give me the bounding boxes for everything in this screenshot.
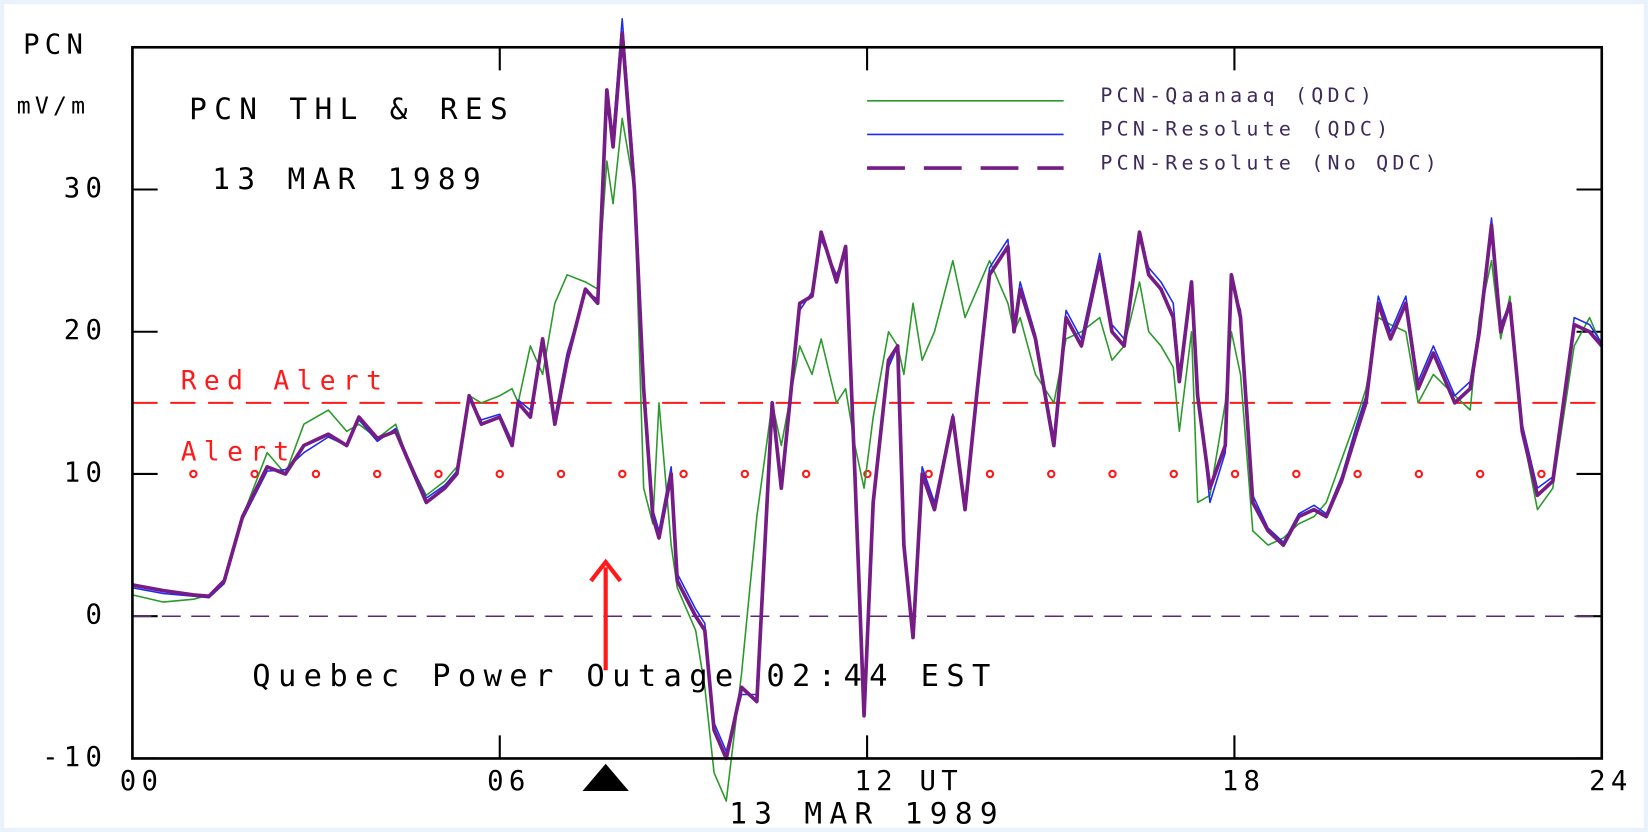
- reference-dot: [863, 469, 872, 479]
- reference-line: [189, 469, 1546, 479]
- x-tick-label: 18: [1222, 766, 1265, 797]
- y-axis-label: PCN: [23, 30, 88, 61]
- y-tick-label: 0: [85, 600, 107, 631]
- reference-dot: [434, 469, 443, 479]
- chart-subtitle: 13 MAR 1989: [212, 162, 488, 196]
- y-tick-label: -10: [42, 742, 107, 773]
- legend-label: PCN-Qaanaaq (QDC): [1100, 83, 1376, 107]
- x-tick-label: 06: [487, 766, 530, 797]
- reference-dot: [1353, 469, 1362, 479]
- reference-dot: [495, 469, 504, 479]
- reference-dot: [189, 469, 198, 479]
- reference-dot: [1475, 469, 1485, 479]
- reference-dot: [1414, 469, 1424, 479]
- reference-dot: [1169, 469, 1178, 479]
- reference-label: Alert: [181, 437, 297, 467]
- x-axis-label: 13 MAR 1989: [729, 797, 1005, 831]
- reference-dot: [311, 469, 321, 479]
- x-tick-label: 00: [120, 766, 163, 797]
- reference-dot: [924, 469, 933, 479]
- reference-dot: [740, 469, 750, 479]
- reference-dot: [801, 469, 811, 479]
- y-unit: mV/m: [17, 94, 89, 120]
- reference-dot: [1108, 469, 1117, 479]
- reference-dot: [679, 469, 688, 479]
- legend-label: PCN-Resolute (QDC): [1100, 117, 1392, 141]
- legend-label: PCN-Resolute (No QDC): [1100, 150, 1441, 174]
- y-tick-label: 30: [64, 173, 107, 204]
- x-tick-label: 12 UT: [854, 766, 962, 797]
- y-tick-label: 20: [64, 315, 107, 346]
- reference-dot: [985, 469, 995, 479]
- background: [4, 4, 1644, 828]
- annotation-arrowhead: [589, 558, 623, 583]
- series-line: [132, 31, 1604, 761]
- reference-dot: [373, 469, 382, 479]
- annotation-text: Quebec Power Outage 02:44 EST: [252, 659, 997, 694]
- reference-dot: [618, 469, 627, 479]
- reference-label: Red Alert: [181, 366, 389, 396]
- event-marker: [582, 763, 629, 792]
- reference-dot: [1537, 469, 1546, 479]
- reference-dot: [250, 469, 259, 479]
- reference-dot: [1292, 469, 1301, 479]
- reference-dot: [1047, 469, 1056, 479]
- x-tick-label: 24: [1589, 766, 1632, 797]
- chart-title: PCN THL & RES: [189, 92, 515, 126]
- reference-dot: [1230, 469, 1240, 479]
- y-tick-label: 10: [64, 457, 107, 488]
- plot-frame: [131, 45, 1604, 760]
- reference-dot: [556, 469, 566, 479]
